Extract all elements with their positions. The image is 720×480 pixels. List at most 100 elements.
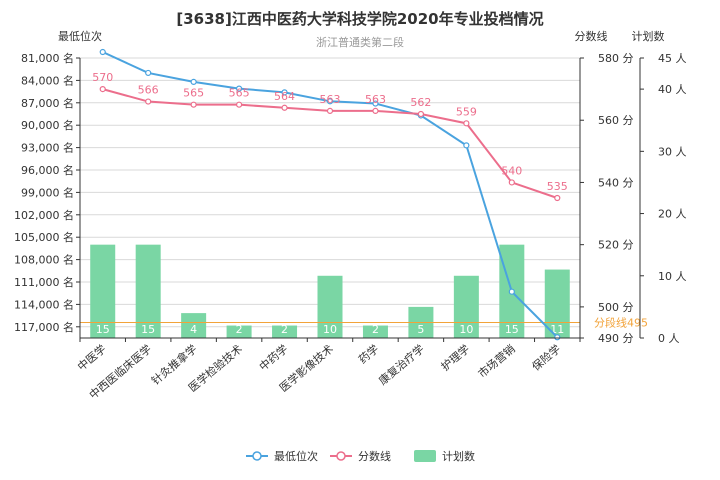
series-point: [326, 107, 334, 114]
score-tick-label: 500 分: [598, 301, 634, 314]
x-tick-label: 中药学: [256, 342, 290, 374]
x-tick-label: 康复治疗学: [376, 342, 427, 388]
score-tick-label: 580 分: [598, 52, 634, 65]
rank-tick-label: 114,000 名: [14, 297, 74, 311]
x-tick-label: 中医学: [74, 342, 108, 374]
point-label: 565: [183, 87, 204, 100]
plan-tick-label: 10 人: [658, 270, 687, 283]
bar: [362, 325, 388, 338]
rank-tick-label: 96,000 名: [21, 163, 74, 177]
rank-tick-label: 93,000 名: [21, 141, 74, 155]
plan-tick-label: 20 人: [658, 208, 687, 221]
rank-tick-label: 108,000 名: [14, 253, 74, 267]
score-tick-label: 540 分: [598, 176, 634, 189]
score-tick-label: 490 分: [598, 332, 634, 345]
series-point: [508, 288, 515, 295]
rank-axis-name: 最低位次: [58, 29, 102, 43]
bar-label: 10: [323, 323, 337, 336]
x-tick-label: 护理学: [438, 342, 472, 374]
plan-axis-name: 计划数: [632, 30, 665, 43]
series-point: [235, 85, 243, 92]
bar-label: 15: [141, 323, 155, 336]
series-point: [372, 100, 379, 107]
point-label: 535: [547, 180, 568, 193]
series-point: [190, 78, 197, 85]
point-label: 564: [274, 90, 295, 103]
chart-subtitle: 浙江普通类第二段: [316, 35, 404, 49]
score-axis-name: 分数线: [575, 29, 608, 43]
series-point: [145, 69, 152, 77]
point-label: 559: [456, 105, 477, 118]
series-point: [99, 48, 106, 56]
point-label: 540: [501, 164, 522, 177]
legend-label: 计划数: [442, 450, 475, 463]
bar-label: 2: [236, 323, 243, 336]
rank-tick-label: 99,000 名: [21, 185, 74, 199]
rank-tick-label: 105,000 名: [14, 230, 74, 244]
score-tick-label: 560 分: [598, 114, 634, 127]
series-point: [554, 194, 561, 202]
rank-tick-label: 87,000 名: [21, 96, 74, 110]
legend-marker-icon: [336, 451, 346, 461]
bar: [544, 269, 570, 338]
score-tick-label: 520 分: [598, 239, 634, 252]
point-label: 562: [410, 96, 431, 109]
legend-marker-icon: [252, 451, 262, 461]
series-point: [417, 110, 425, 118]
plan-tick-label: 30 人: [658, 145, 687, 158]
plan-tick-label: 0 人: [658, 332, 680, 345]
series-point: [508, 179, 515, 186]
axes: 81,000 名 84,000 名 87,000 名 90,000 名 93,000 名…: [14, 51, 686, 402]
legend-swatch-icon: [414, 450, 436, 462]
bar: [226, 325, 252, 338]
chart-title: [3638]江西中医药大学科技学院2020年专业投档情况: [176, 10, 543, 28]
series-point: [554, 334, 561, 341]
plan-tick-label: 45 人: [658, 52, 687, 65]
plan-tick-label: 40 人: [658, 83, 687, 96]
bar-label: 15: [505, 323, 519, 336]
bar-label: 11: [550, 323, 564, 336]
series-point: [372, 107, 379, 114]
markline-label: 分段线495: [594, 315, 648, 329]
bar-label: 4: [190, 323, 197, 336]
legend: 最低位次 分数线 计划数: [246, 449, 475, 463]
series-point: [99, 86, 106, 93]
bar: [272, 325, 298, 338]
rank-tick-label: 90,000 名: [21, 118, 74, 132]
x-tick-label: 保险学: [529, 342, 563, 374]
lines: 570 566 565 565 564 563 563 562 559 540 535: [92, 48, 568, 341]
bar: [317, 275, 343, 338]
point-label: 563: [365, 93, 386, 106]
point-label: 565: [229, 87, 250, 100]
series-point: [463, 142, 470, 149]
bar: [181, 313, 207, 338]
series-point: [326, 98, 334, 105]
legend-label: 最低位次: [274, 449, 318, 463]
bar-label: 10: [459, 323, 473, 336]
rank-tick-label: 81,000 名: [21, 51, 74, 65]
rank-tick-label: 111,000 名: [14, 275, 74, 289]
series-point: [463, 120, 470, 127]
x-tick-label: 药学: [356, 342, 382, 367]
bar-label: 2: [372, 323, 379, 336]
bar-label: 2: [281, 323, 288, 336]
series-point: [190, 101, 197, 108]
rank-tick-label: 84,000 名: [21, 73, 74, 87]
series-point: [235, 101, 243, 108]
point-label: 570: [92, 71, 113, 84]
legend-label: 分数线: [358, 449, 391, 463]
rank-tick-label: 117,000 名: [14, 320, 74, 334]
series-point: [145, 98, 152, 105]
point-label: 566: [138, 84, 159, 97]
bar-label: 5: [417, 323, 424, 336]
series-point: [281, 104, 288, 111]
markline: 分段线495: [80, 315, 648, 329]
bar: [453, 275, 479, 338]
x-tick-label: 市场营销: [475, 342, 518, 381]
series-point: [281, 89, 288, 96]
point-label: 563: [320, 93, 341, 106]
rank-tick-label: 102,000 名: [14, 208, 74, 222]
bar-label: 15: [96, 323, 110, 336]
bars: 15 15 4 2 2 10 2 5 10 15 11: [90, 244, 570, 338]
